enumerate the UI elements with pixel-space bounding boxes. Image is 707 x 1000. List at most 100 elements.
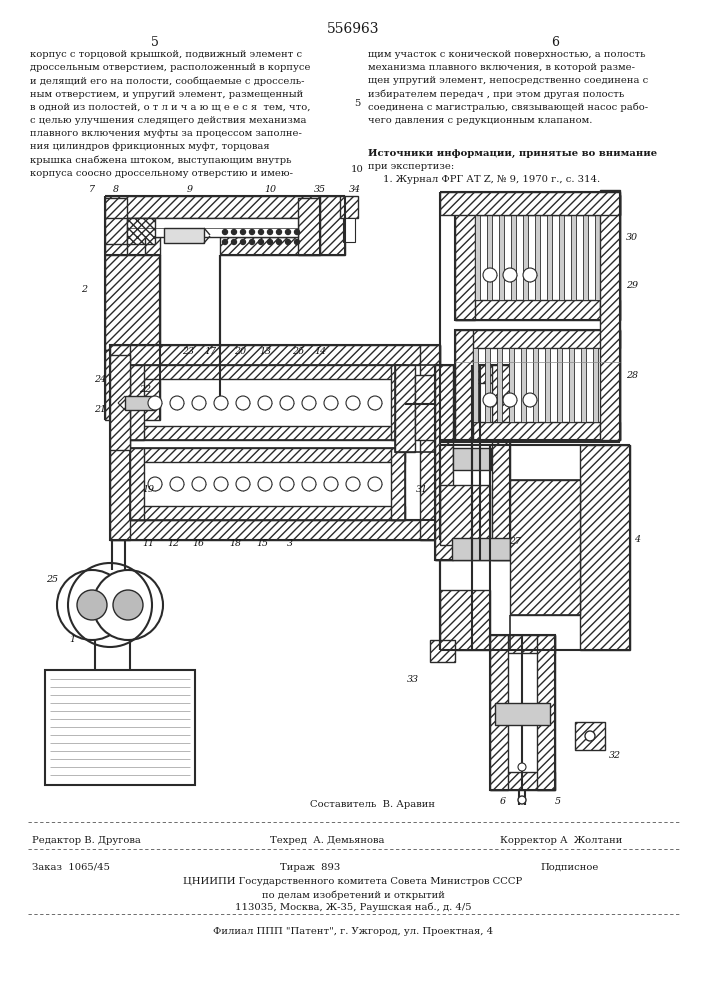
Circle shape	[518, 796, 526, 804]
Bar	[455, 300, 620, 320]
Circle shape	[483, 393, 497, 407]
Bar	[105, 237, 160, 255]
Text: в одной из полостей, о т л и ч а ю щ е е с я  тем, что,: в одной из полостей, о т л и ч а ю щ е е…	[30, 103, 310, 112]
Bar	[455, 195, 475, 320]
Text: 7: 7	[89, 186, 95, 194]
Text: корпуса соосно дроссельному отверстию и имею-: корпуса соосно дроссельному отверстию и …	[30, 169, 293, 178]
Bar	[455, 195, 620, 320]
Bar	[499, 215, 504, 300]
Text: щен упругий элемент, непосредственно соединена с: щен упругий элемент, непосредственно сое…	[368, 76, 648, 85]
Circle shape	[518, 763, 526, 771]
Bar	[495, 703, 550, 725]
Text: 34: 34	[349, 186, 361, 194]
Circle shape	[258, 477, 272, 491]
Text: Заказ  1065/45: Заказ 1065/45	[32, 863, 110, 872]
Bar	[320, 196, 345, 255]
Text: 9: 9	[187, 186, 193, 194]
Circle shape	[259, 239, 264, 244]
Bar	[395, 365, 415, 452]
Bar	[455, 330, 620, 440]
Circle shape	[192, 396, 206, 410]
Circle shape	[231, 239, 237, 244]
Circle shape	[368, 396, 382, 410]
Circle shape	[223, 239, 228, 244]
Text: с целью улучшения следящего действия механизма: с целью улучшения следящего действия мех…	[30, 116, 307, 125]
Bar	[600, 190, 620, 440]
Circle shape	[214, 396, 228, 410]
Text: ЦНИИПИ Государственного комитета Совета Министров СССР: ЦНИИПИ Государственного комитета Совета …	[183, 877, 522, 886]
Bar	[559, 215, 564, 300]
Bar	[595, 215, 600, 300]
Text: 10: 10	[264, 186, 276, 194]
Circle shape	[170, 477, 184, 491]
Circle shape	[148, 477, 162, 491]
Bar	[105, 350, 160, 420]
Text: 4: 4	[634, 536, 640, 544]
Bar	[130, 448, 405, 520]
Circle shape	[503, 393, 517, 407]
Text: 21: 21	[94, 406, 106, 414]
Text: Тираж  893: Тираж 893	[280, 863, 340, 872]
Bar	[440, 192, 620, 215]
Circle shape	[295, 239, 300, 244]
Text: 2: 2	[81, 286, 87, 294]
Text: 1. Журнал ФРГ АТ Z, № 9, 1970 г., с. 314.: 1. Журнал ФРГ АТ Z, № 9, 1970 г., с. 314…	[383, 175, 600, 184]
Text: 27: 27	[509, 538, 521, 546]
Bar	[105, 196, 320, 218]
Text: 25: 25	[46, 576, 58, 584]
Circle shape	[259, 230, 264, 234]
Circle shape	[302, 396, 316, 410]
Bar	[455, 330, 620, 348]
Text: и делящий его на полости, сообщаемые с дроссель-: и делящий его на полости, сообщаемые с д…	[30, 76, 305, 86]
Text: Подписное: Подписное	[540, 863, 598, 872]
Circle shape	[324, 477, 338, 491]
Circle shape	[250, 239, 255, 244]
Circle shape	[585, 731, 595, 741]
Text: 12: 12	[167, 538, 179, 548]
Bar	[435, 542, 510, 560]
Circle shape	[236, 396, 250, 410]
Bar	[435, 365, 510, 383]
Bar	[490, 635, 555, 790]
Bar	[395, 365, 435, 452]
Text: 5: 5	[555, 798, 561, 806]
Circle shape	[231, 230, 237, 234]
Bar	[575, 722, 605, 750]
Text: Корректор А  Жолтани: Корректор А Жолтани	[500, 836, 622, 845]
Text: Редактор В. Другова: Редактор В. Другова	[32, 836, 141, 845]
Bar	[535, 215, 540, 300]
Bar	[127, 218, 155, 244]
Bar	[415, 375, 435, 440]
Circle shape	[236, 477, 250, 491]
Bar	[45, 670, 195, 785]
Bar	[473, 348, 478, 422]
Bar	[391, 365, 405, 440]
Bar	[485, 348, 490, 422]
Text: избирателем передач , при этом другая полость: избирателем передач , при этом другая по…	[368, 90, 624, 99]
Circle shape	[192, 477, 206, 491]
Circle shape	[214, 477, 228, 491]
Circle shape	[93, 570, 163, 640]
Bar	[130, 506, 405, 520]
Bar	[430, 640, 455, 662]
Bar	[110, 520, 440, 540]
Circle shape	[523, 268, 537, 282]
Text: 23: 23	[182, 348, 194, 357]
Text: 28: 28	[626, 370, 638, 379]
Text: Источники информации, принятые во внимание: Источники информации, принятые во вниман…	[368, 149, 657, 158]
Bar	[125, 396, 155, 410]
Bar	[509, 348, 514, 422]
Bar	[440, 590, 490, 650]
Bar	[593, 348, 598, 422]
Text: 19: 19	[142, 486, 154, 494]
Text: чего давления с редукционным клапаном.: чего давления с редукционным клапаном.	[368, 116, 592, 125]
Text: 14: 14	[314, 348, 326, 357]
Circle shape	[302, 477, 316, 491]
Text: Составитель  В. Аравин: Составитель В. Аравин	[310, 800, 435, 809]
Bar	[490, 635, 508, 790]
Circle shape	[113, 590, 143, 620]
Circle shape	[503, 268, 517, 282]
Bar	[435, 365, 453, 560]
Bar	[130, 448, 144, 520]
Bar	[220, 237, 320, 255]
